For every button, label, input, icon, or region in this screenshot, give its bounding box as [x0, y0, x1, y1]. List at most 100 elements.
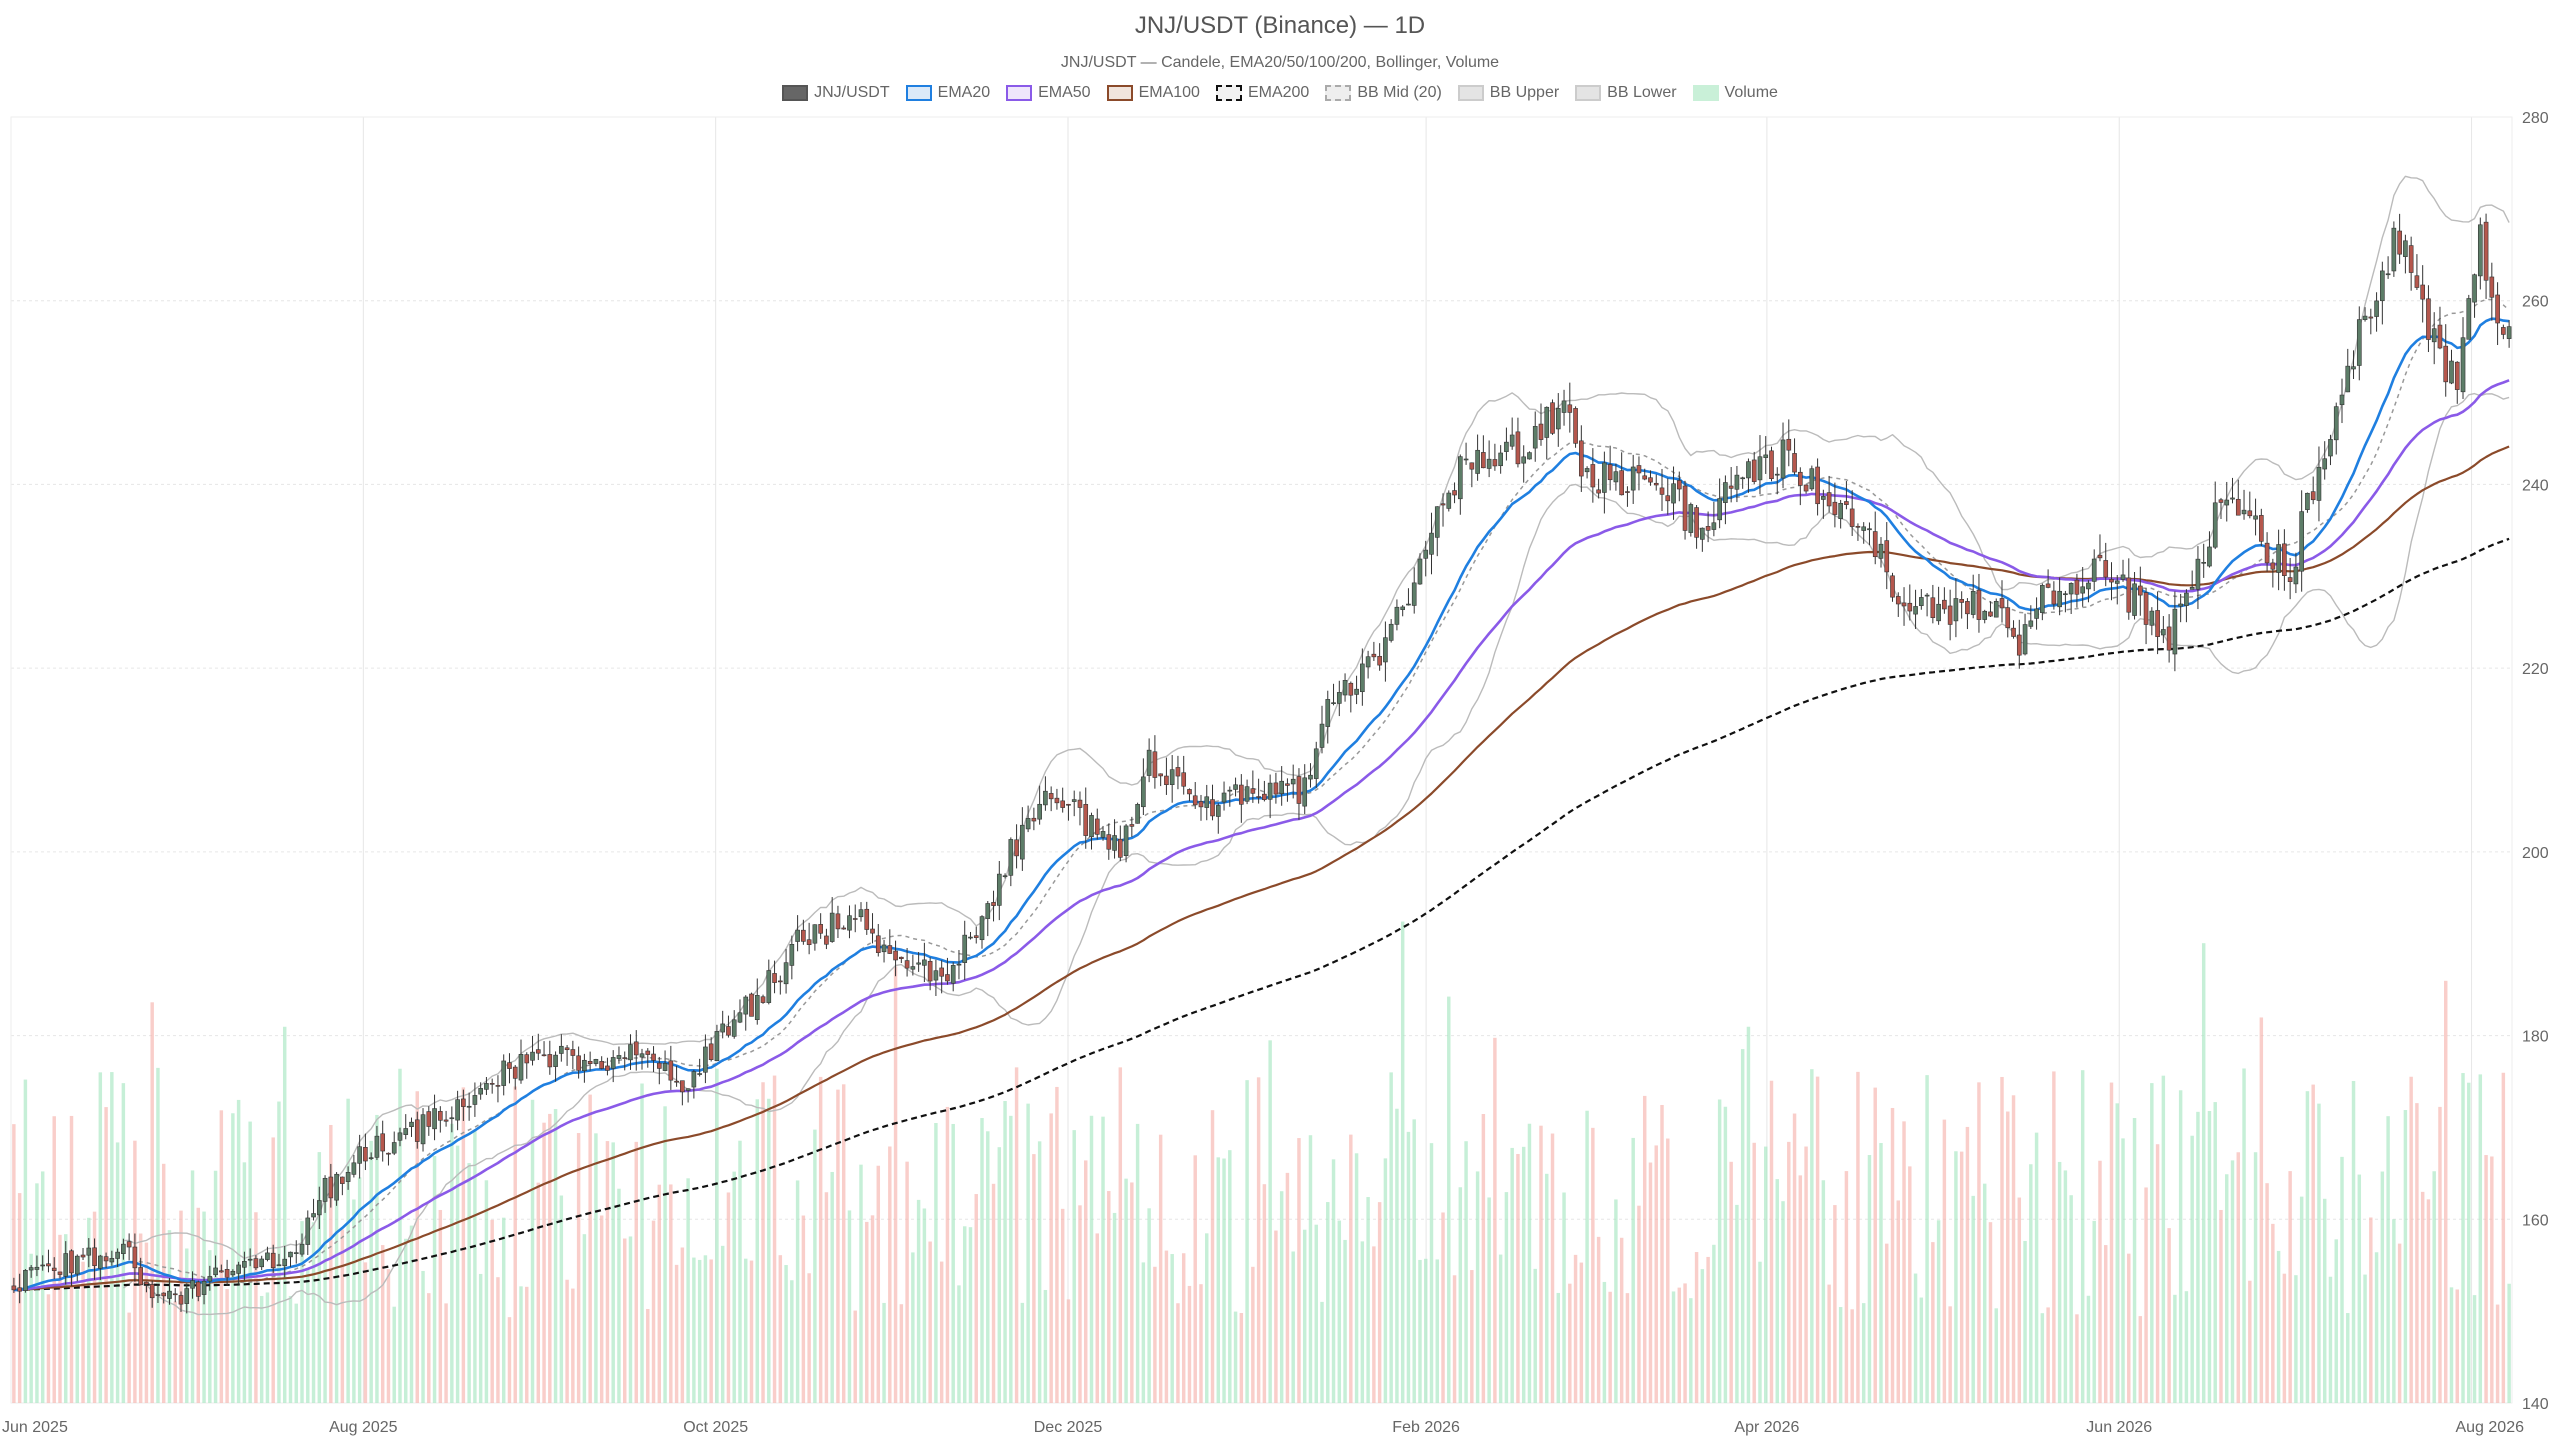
volume-bar [432, 1156, 437, 1403]
legend-item[interactable]: EMA200 [1215, 84, 1310, 102]
candle [910, 954, 916, 976]
volume-bar [1302, 1229, 1307, 1403]
candle-body [1037, 803, 1042, 820]
candle [1867, 522, 1872, 546]
candle [288, 1251, 293, 1267]
candle [2437, 306, 2443, 350]
candle-body [973, 935, 979, 938]
candle [2287, 557, 2293, 600]
volume-bar [1712, 1244, 1716, 1403]
candle-body [1060, 800, 1066, 808]
candle [1849, 490, 1855, 536]
legend-item[interactable]: BB Upper [1457, 84, 1559, 102]
volume-bar [1032, 1154, 1036, 1403]
legend-item[interactable]: EMA100 [1106, 84, 1200, 102]
candle [484, 1076, 489, 1095]
candle [927, 957, 933, 991]
candle-body [783, 962, 789, 985]
candle-body [593, 1059, 599, 1064]
volume-bar [1107, 1191, 1111, 1403]
candle-body [69, 1250, 74, 1274]
volume-bar [300, 1221, 304, 1403]
volume-bar [519, 1286, 523, 1403]
volume-bar [23, 1079, 28, 1403]
volume-bar [882, 1302, 886, 1403]
candle-body [1700, 527, 1705, 540]
volume-bar [957, 1285, 961, 1403]
candle-body [2316, 466, 2322, 501]
candle-body [288, 1251, 293, 1258]
volume-bar [1060, 1208, 1065, 1403]
candle [1527, 451, 1532, 460]
volume-bar [1931, 1242, 1935, 1403]
volume-bar [1262, 1184, 1267, 1403]
volume-bar [2173, 1294, 2177, 1403]
candle-body [1094, 818, 1100, 835]
volume-bar [755, 1099, 759, 1403]
volume-bar [2121, 1138, 2125, 1403]
volume-bar [2432, 1171, 2436, 1403]
volume-bar [2052, 1071, 2056, 1403]
volume-bar [1792, 1113, 1797, 1403]
candle [829, 897, 835, 943]
volume-bar [2374, 1252, 2379, 1403]
candle [2040, 583, 2045, 621]
candle-body [605, 1065, 610, 1071]
legend-label: EMA200 [1247, 84, 1310, 101]
volume-bar [553, 1109, 558, 1403]
volume-bar [1349, 1134, 1353, 1403]
volume-bar [1648, 1162, 1653, 1403]
volume-bar [1089, 1115, 1094, 1403]
candle-body [2011, 627, 2016, 637]
candle [230, 1269, 236, 1278]
legend-item[interactable]: BB Lower [1575, 84, 1677, 102]
candle [2276, 529, 2281, 591]
candle-body [1117, 838, 1123, 858]
volume-bar [1095, 1233, 1099, 1403]
volume-bar [173, 1301, 177, 1403]
candle-body [1988, 611, 1993, 617]
candle [703, 1034, 708, 1084]
candle [2022, 613, 2028, 656]
candle-body [2299, 511, 2304, 572]
volume-bar [1412, 1119, 1416, 1403]
candle [1942, 587, 1947, 614]
candle-body [2506, 326, 2512, 339]
candle-body [1164, 775, 1169, 785]
candle-body [1555, 408, 1561, 430]
volume-bar [1251, 1266, 1255, 1403]
volume-bar [1464, 1141, 1468, 1403]
candle-body [1440, 503, 1446, 506]
volume-bar [2490, 1156, 2494, 1403]
volume-bar [2299, 1196, 2304, 1403]
candle-body [2166, 626, 2172, 651]
candle-body [46, 1263, 51, 1267]
candle [656, 1056, 662, 1085]
volume-bar [1487, 1197, 1491, 1403]
legend-item[interactable]: Volume [1692, 84, 1778, 102]
candle-body [864, 908, 870, 930]
volume-bar [997, 1147, 1002, 1403]
candle-body [818, 924, 823, 934]
candle [1043, 776, 1048, 811]
legend-item[interactable]: BB Mid (20) [1325, 84, 1442, 102]
candle [2045, 569, 2051, 589]
legend-item[interactable]: JNJ/USDT [782, 84, 890, 102]
candle [2172, 591, 2178, 672]
candle [2368, 308, 2374, 335]
candle [2230, 477, 2235, 504]
candle [501, 1054, 507, 1096]
candle-body [1630, 466, 1636, 491]
candle [2091, 549, 2097, 592]
volume-bar [1954, 1151, 1958, 1403]
volume-bar [2351, 1080, 2356, 1403]
legend-item[interactable]: EMA20 [905, 84, 990, 102]
candle [1371, 641, 1377, 661]
candle-body [507, 1062, 512, 1069]
candle [466, 1092, 472, 1121]
candle-body [1653, 482, 1659, 486]
legend-item[interactable]: EMA50 [1006, 84, 1091, 102]
candle-body [103, 1256, 109, 1262]
volume-bar [329, 1124, 333, 1403]
candle-body [835, 913, 841, 930]
